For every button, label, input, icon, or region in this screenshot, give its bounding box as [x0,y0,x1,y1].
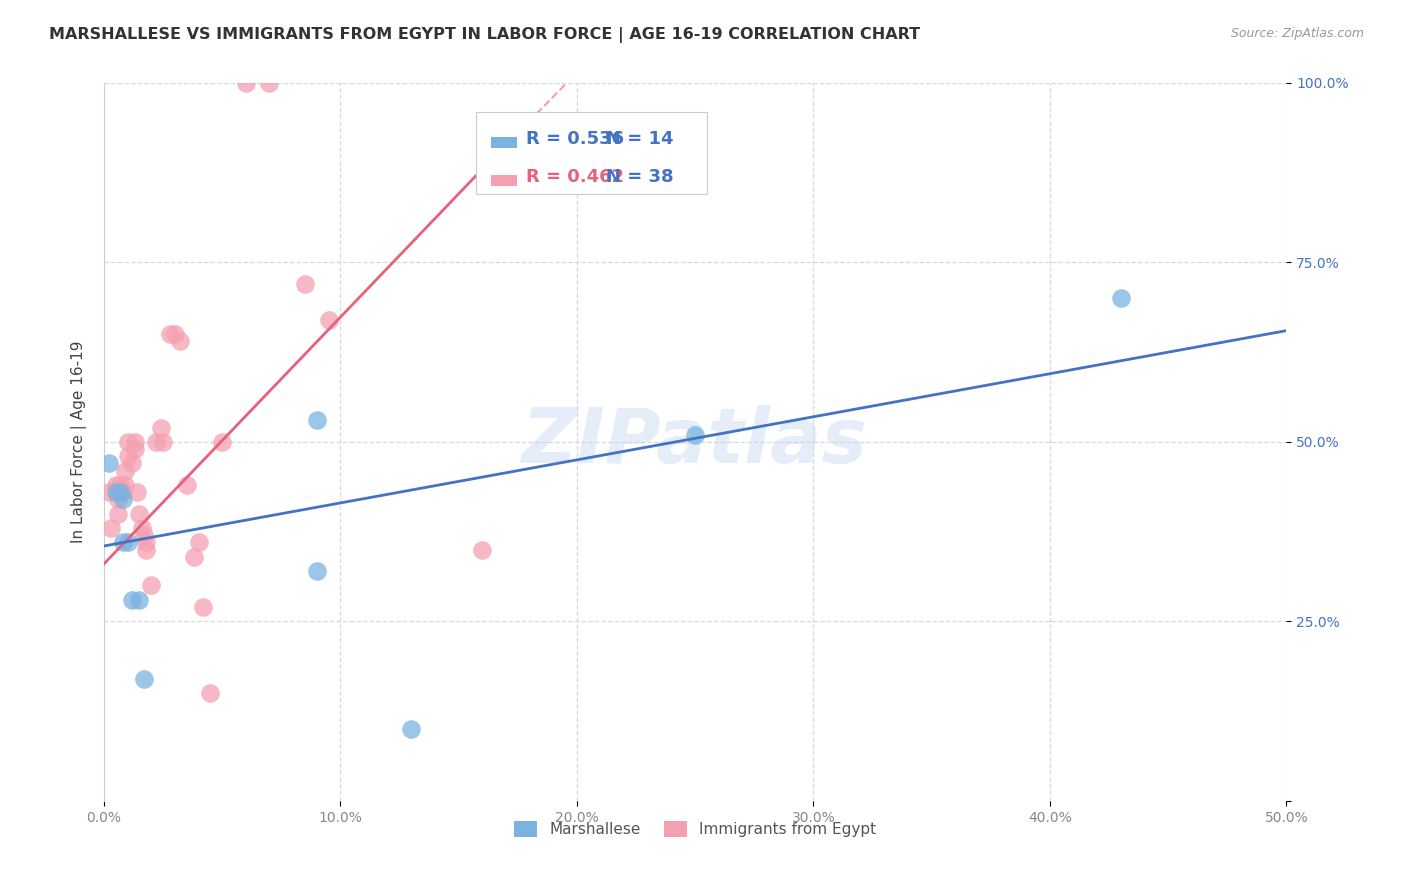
Point [97,457,120,471]
Point [121,457,143,471]
Point [121,592,143,607]
Point [471,542,494,557]
Point [110,485,132,500]
Legend: Marshallese, Immigrants from Egypt: Marshallese, Immigrants from Egypt [508,815,882,844]
Point [135,535,157,549]
Text: R = 0.462: R = 0.462 [526,169,624,186]
Point [176,478,198,492]
Text: MARSHALLESE VS IMMIGRANTS FROM EGYPT IN LABOR FORCE | AGE 16-19 CORRELATION CHAR: MARSHALLESE VS IMMIGRANTS FROM EGYPT IN … [49,27,921,43]
Point [104,478,127,492]
Point [163,327,186,342]
Point [318,313,340,327]
Point [132,672,155,686]
Text: N = 14: N = 14 [606,130,673,148]
Point [97,485,120,500]
Point [183,549,205,564]
Point [200,686,222,700]
Point [128,507,150,521]
FancyBboxPatch shape [477,112,707,194]
Point [114,464,136,478]
Point [111,535,134,549]
Point [259,76,281,90]
Point [294,277,316,291]
Point [117,535,139,549]
Bar [491,175,516,186]
Point [131,521,153,535]
Point [117,434,139,449]
Point [111,492,134,507]
Point [211,434,233,449]
Point [193,600,215,615]
Point [132,528,155,542]
Point [305,564,328,578]
Point [107,507,129,521]
Point [111,485,134,500]
Text: N = 38: N = 38 [606,169,673,186]
Text: Source: ZipAtlas.com: Source: ZipAtlas.com [1230,27,1364,40]
Point [117,450,139,464]
Point [159,327,181,342]
Point [1109,291,1132,305]
Text: R = 0.536: R = 0.536 [526,130,624,148]
Point [114,478,136,492]
Point [125,485,148,500]
Point [305,413,328,427]
Point [135,542,157,557]
Point [149,420,172,434]
Text: ZIPatlas: ZIPatlas [522,405,868,479]
Point [124,434,146,449]
Point [124,442,146,456]
Point [169,334,191,349]
Point [128,592,150,607]
Y-axis label: In Labor Force | Age 16-19: In Labor Force | Age 16-19 [72,341,87,543]
Point [145,434,167,449]
Point [110,478,132,492]
Point [152,434,174,449]
Point [187,535,209,549]
Point [107,492,129,507]
Point [683,427,706,442]
Point [100,521,122,535]
Point [235,76,257,90]
Point [141,578,163,592]
Point [401,722,423,736]
Bar [491,136,516,148]
Point [104,485,127,500]
